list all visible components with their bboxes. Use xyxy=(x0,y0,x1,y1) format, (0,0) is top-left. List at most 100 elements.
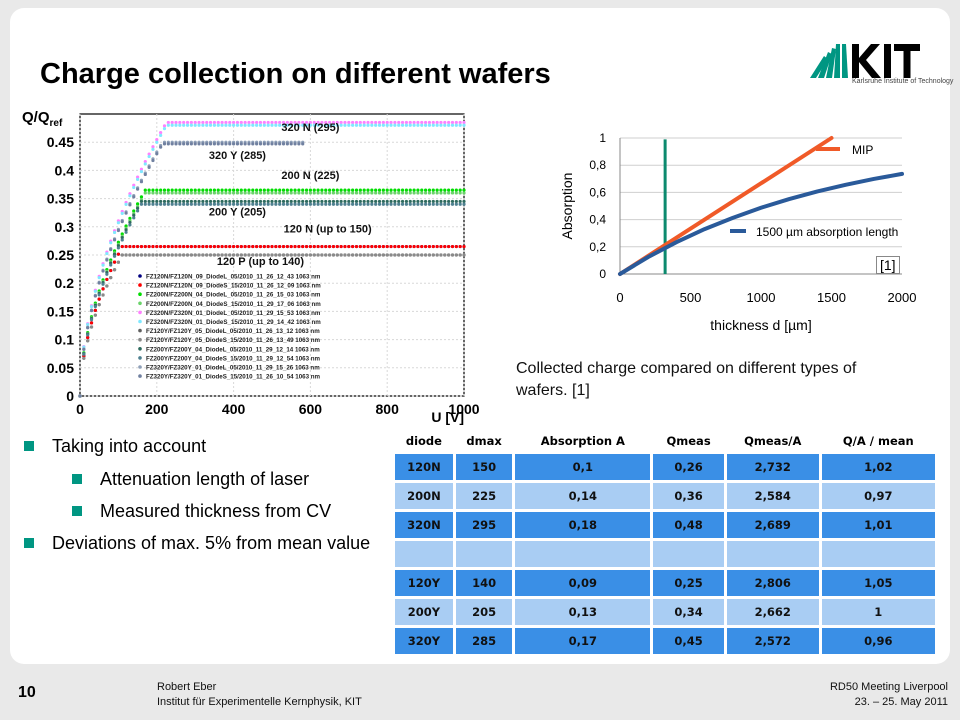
data-point xyxy=(320,120,324,125)
data-point xyxy=(155,253,159,257)
data-point xyxy=(251,123,255,127)
legend-entry: FZ320N/FZ320N_01_DiodeL_05/2010_11_29_15… xyxy=(146,310,321,317)
legend-entry: FZ120N/FZ120N_09_DiodeS_15/2010_11_26_12… xyxy=(146,283,321,290)
bullet-item: Attenuation length of laser xyxy=(24,467,394,491)
table-header-row: diode dmax Absorption A Qmeas Qmeas/A Q/A / m… xyxy=(395,431,935,451)
data-point xyxy=(251,188,255,192)
data-point xyxy=(255,244,259,249)
data-point xyxy=(339,120,343,125)
bullet-item: Deviations of max. 5% from mean value xyxy=(24,531,394,555)
data-point xyxy=(255,202,259,206)
data-point xyxy=(312,199,316,204)
data-point xyxy=(208,244,213,249)
data-point xyxy=(408,202,412,206)
y-tick-label: 0,4 xyxy=(589,213,606,227)
data-point xyxy=(78,394,82,398)
data-point xyxy=(208,120,213,125)
data-point xyxy=(136,187,140,191)
data-point xyxy=(239,123,243,127)
data-point xyxy=(293,191,297,195)
data-point xyxy=(335,244,339,249)
data-point xyxy=(143,244,147,249)
data-point xyxy=(212,142,216,146)
data-point xyxy=(427,253,432,257)
data-point xyxy=(351,120,355,125)
data-point xyxy=(389,244,393,249)
data-point xyxy=(239,188,243,192)
results-table: diode dmax Absorption A Qmeas Qmeas/A Q/A / m… xyxy=(392,428,938,657)
data-point xyxy=(393,202,397,206)
data-point xyxy=(112,238,117,242)
data-point xyxy=(420,202,424,206)
data-point xyxy=(105,258,109,262)
data-point xyxy=(109,268,113,273)
x-tick-label: 1500 xyxy=(817,290,846,305)
data-point xyxy=(174,142,178,146)
data-point xyxy=(443,202,447,206)
data-point xyxy=(420,120,424,125)
data-point xyxy=(304,199,309,204)
data-point xyxy=(255,188,259,192)
data-point xyxy=(420,199,424,204)
data-point xyxy=(293,142,297,146)
data-point xyxy=(351,244,355,249)
y-tick-label: 0.35 xyxy=(47,191,74,207)
data-point xyxy=(389,202,393,206)
table-cell: 2,662 xyxy=(726,599,819,625)
data-point xyxy=(151,199,155,204)
data-point xyxy=(443,191,447,195)
data-point xyxy=(289,123,293,127)
data-point xyxy=(228,188,232,192)
data-point xyxy=(151,202,155,206)
data-point xyxy=(208,123,213,127)
data-point xyxy=(347,191,351,195)
data-point xyxy=(447,123,451,127)
data-point xyxy=(208,191,213,195)
table-cell: 200Y xyxy=(395,599,453,625)
data-point xyxy=(351,191,355,195)
data-point xyxy=(136,206,140,210)
data-point xyxy=(124,202,128,207)
y-tick-label: 0,6 xyxy=(589,185,606,199)
data-point xyxy=(385,188,389,192)
data-point xyxy=(193,253,197,257)
data-point xyxy=(339,123,343,127)
data-point xyxy=(385,244,389,249)
data-point xyxy=(224,253,228,257)
data-point xyxy=(143,202,147,206)
data-point xyxy=(266,202,270,206)
data-point xyxy=(293,244,297,249)
data-point xyxy=(112,268,117,272)
data-point xyxy=(289,191,293,195)
data-point xyxy=(174,120,178,125)
data-point xyxy=(304,253,309,257)
data-point xyxy=(293,202,297,206)
data-point xyxy=(258,199,263,204)
data-point xyxy=(331,253,336,257)
data-point xyxy=(132,195,136,199)
data-point xyxy=(170,142,174,146)
data-point xyxy=(366,123,370,127)
table-header-cell: Qmeas/A xyxy=(744,434,802,448)
data-point xyxy=(404,191,408,195)
table-cell xyxy=(515,541,651,567)
data-point xyxy=(224,188,228,192)
table-cell: 0,45 xyxy=(653,628,724,654)
data-point xyxy=(454,199,458,204)
data-point xyxy=(151,253,155,257)
data-point xyxy=(120,220,124,224)
data-point xyxy=(335,123,339,127)
data-point xyxy=(166,199,170,204)
data-point xyxy=(112,260,117,264)
data-point xyxy=(205,199,209,204)
x-tick-label: 600 xyxy=(299,401,323,417)
data-point xyxy=(147,244,151,249)
data-point xyxy=(324,202,328,206)
data-point xyxy=(162,142,167,146)
bullet-item: Measured thickness from CV xyxy=(24,499,394,523)
table-cell: 0,34 xyxy=(653,599,724,625)
data-point xyxy=(366,244,370,249)
data-point xyxy=(166,123,170,127)
data-point xyxy=(281,142,286,146)
data-point xyxy=(435,253,439,257)
